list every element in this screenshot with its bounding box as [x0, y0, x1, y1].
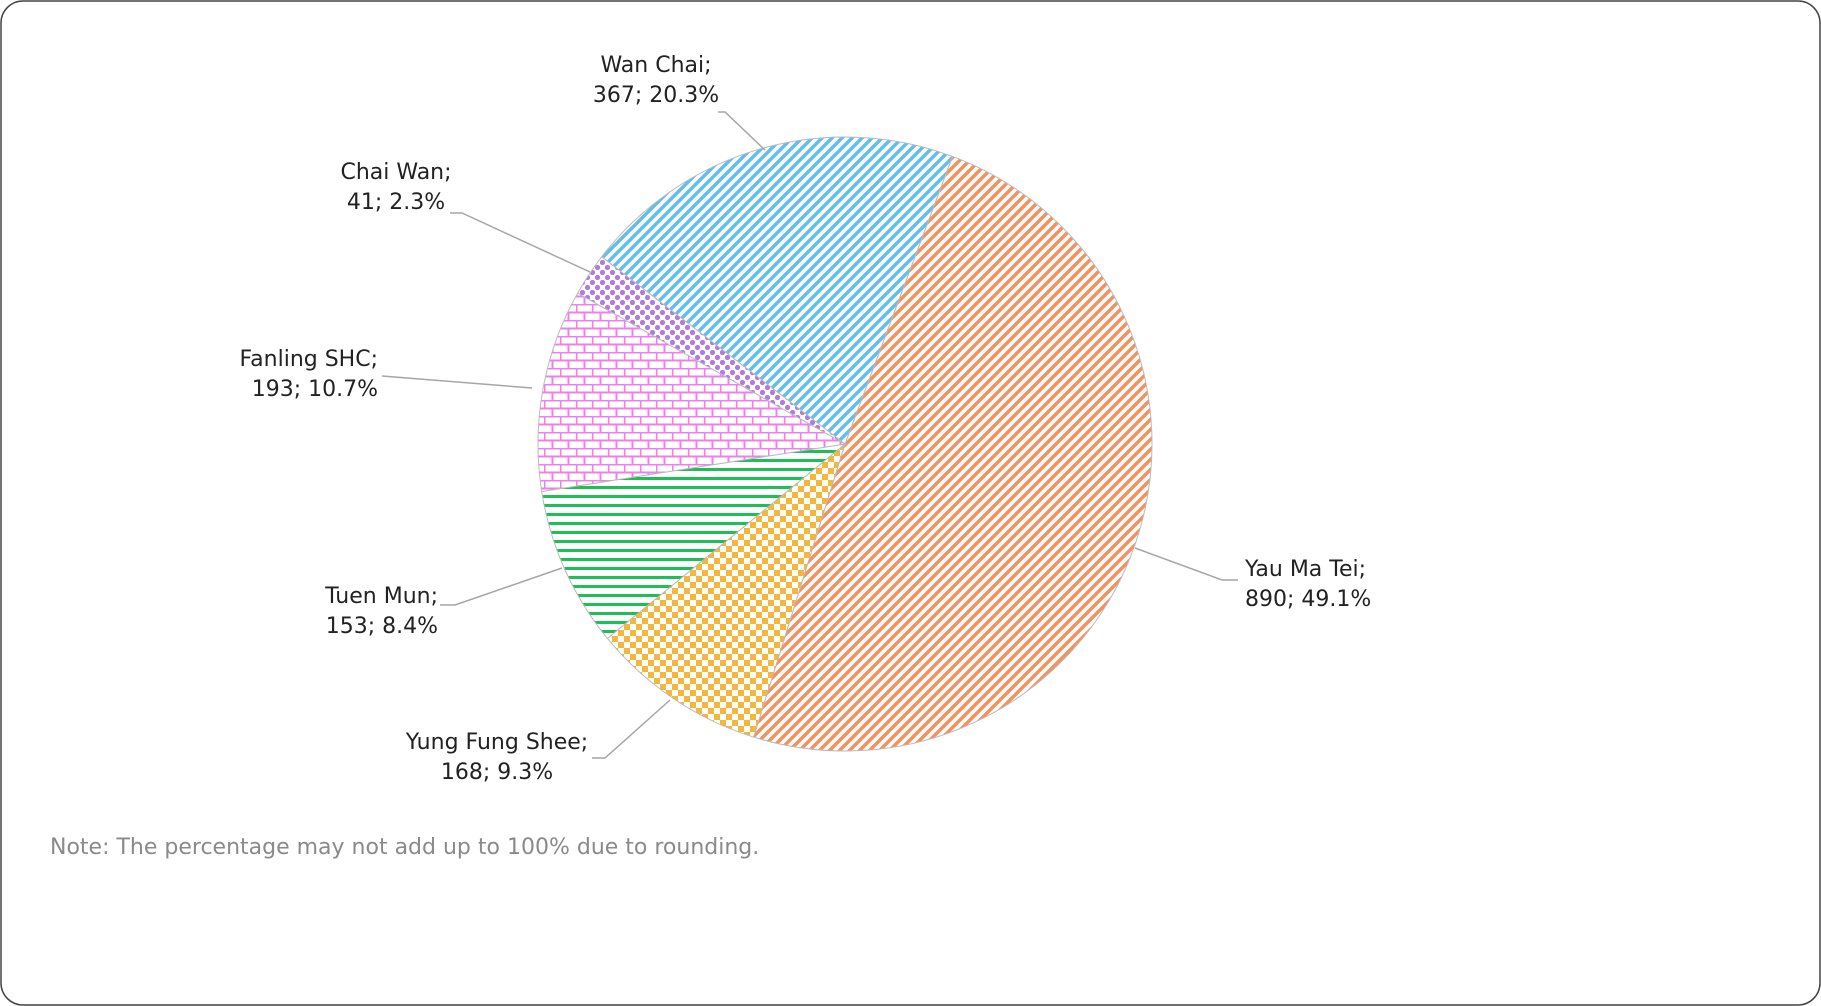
leader-line: [440, 567, 563, 606]
data-label-value: 168; 9.3%: [441, 760, 553, 785]
data-label-name: Yung Fung Shee;: [405, 730, 588, 755]
note: Note: The percentage may not add up to 1…: [50, 835, 759, 860]
data-label-name: Tuen Mun;: [324, 584, 438, 609]
data-label-value: 193; 10.7%: [252, 377, 378, 402]
data-label-name: Yau Ma Tei;: [1244, 557, 1366, 582]
leader-line: [450, 212, 591, 273]
data-label-value: 890; 49.1%: [1245, 587, 1371, 612]
data-label-name: Fanling SHC;: [240, 347, 378, 372]
pie-slice: [537, 292, 847, 493]
data-label-value: 41; 2.3%: [347, 190, 445, 215]
leader-line: [718, 111, 766, 151]
leader-line: [381, 375, 533, 389]
data-label-name: Chai Wan;: [340, 160, 451, 185]
leader-line: [1134, 547, 1238, 581]
pie-slice: [752, 155, 1153, 752]
data-label-name: Wan Chai;: [600, 53, 711, 78]
pie-slice: [606, 442, 846, 738]
data-label-value: 367; 20.3%: [593, 83, 719, 108]
pie-slice: [601, 136, 954, 445]
leader-line: [592, 699, 671, 759]
pie-slice: [541, 443, 847, 640]
data-label-value: 153; 8.4%: [326, 614, 438, 639]
